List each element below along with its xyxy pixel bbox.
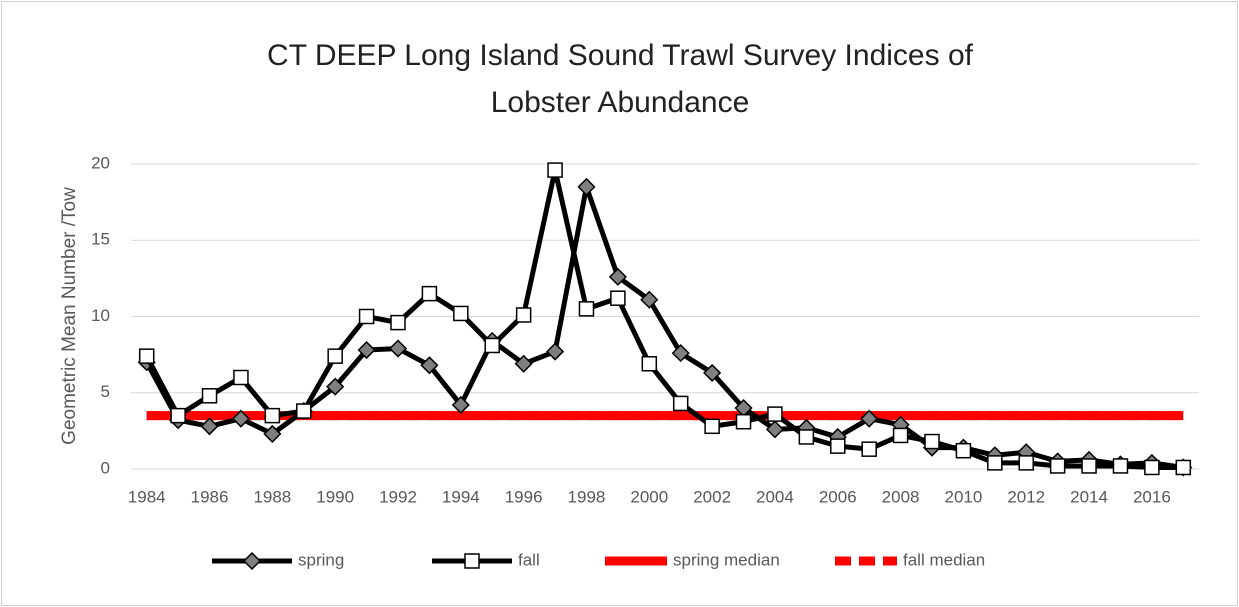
data-point xyxy=(326,377,345,396)
data-point xyxy=(390,314,406,331)
data-point xyxy=(703,363,722,382)
data-point xyxy=(798,429,815,445)
data-point xyxy=(200,417,219,436)
x-tick-label: 1996 xyxy=(505,487,543,506)
x-tick-label: 2016 xyxy=(1133,487,1171,506)
x-tick-label: 1992 xyxy=(379,487,417,506)
data-point xyxy=(327,348,343,364)
data-point xyxy=(641,356,658,372)
data-point xyxy=(830,438,846,454)
data-point xyxy=(547,162,563,178)
y-tick-label: 0 xyxy=(101,458,110,477)
data-point xyxy=(1018,455,1034,471)
data-point xyxy=(955,442,972,459)
x-tick-label: 1994 xyxy=(442,487,480,506)
data-point xyxy=(765,420,785,439)
x-tick-label: 1990 xyxy=(316,487,354,506)
legend-label: spring median xyxy=(673,550,780,569)
x-tick-label: 1988 xyxy=(253,487,291,506)
x-tick-label: 1984 xyxy=(128,487,166,506)
data-point xyxy=(263,424,282,443)
x-tick-label: 2008 xyxy=(882,487,920,506)
x-tick-label: 2000 xyxy=(630,487,668,506)
data-point xyxy=(545,342,565,361)
data-point xyxy=(453,305,469,322)
legend-marker xyxy=(464,553,480,569)
data-point xyxy=(421,285,438,302)
data-point xyxy=(515,307,532,323)
data-point xyxy=(735,413,752,430)
data-point xyxy=(231,409,251,428)
data-point xyxy=(451,395,470,415)
data-point xyxy=(1175,459,1192,476)
legend-marker xyxy=(242,551,262,571)
y-tick-label: 5 xyxy=(101,382,110,401)
data-point xyxy=(357,340,376,360)
data-point xyxy=(233,369,249,386)
data-point xyxy=(860,409,879,428)
legend-label: spring xyxy=(298,550,344,569)
x-tick-label: 2006 xyxy=(819,487,857,506)
y-axis-label: Geometric Mean Number /Tow xyxy=(59,187,80,445)
data-point xyxy=(1081,458,1097,474)
y-tick-label: 10 xyxy=(91,306,110,325)
data-point xyxy=(358,308,375,325)
data-point xyxy=(892,427,909,444)
data-point xyxy=(987,455,1003,471)
x-tick-label: 2012 xyxy=(1007,487,1045,506)
data-point xyxy=(1112,458,1129,474)
data-point xyxy=(201,388,218,404)
data-point xyxy=(577,177,596,196)
data-point xyxy=(484,337,500,354)
x-tick-label: 2014 xyxy=(1070,487,1108,506)
x-tick-label: 2004 xyxy=(756,487,794,506)
data-point xyxy=(608,267,627,286)
y-tick-label: 15 xyxy=(91,230,110,249)
data-point xyxy=(388,339,408,358)
data-point xyxy=(924,433,940,450)
data-point xyxy=(296,403,312,419)
x-tick-label: 2002 xyxy=(693,487,731,506)
data-point xyxy=(767,406,783,422)
legend-label: fall median xyxy=(903,550,985,569)
chart-title: CT DEEP Long Island Sound Trawl Survey I… xyxy=(267,39,973,119)
data-point xyxy=(578,301,595,317)
data-point xyxy=(672,395,689,412)
data-point xyxy=(170,407,186,424)
y-tick-label: 20 xyxy=(91,153,110,172)
data-point xyxy=(671,344,690,363)
series-line xyxy=(144,184,1184,470)
data-point xyxy=(1144,459,1160,476)
data-point xyxy=(514,354,533,373)
x-tick-label: 1998 xyxy=(568,487,606,506)
data-point xyxy=(640,290,659,309)
data-point xyxy=(420,356,439,375)
data-point xyxy=(138,348,155,364)
data-point xyxy=(704,418,720,435)
x-tick-label: 2010 xyxy=(944,487,982,506)
series-line xyxy=(144,167,1184,470)
data-point xyxy=(1049,458,1066,474)
data-point xyxy=(861,441,877,457)
data-point xyxy=(264,407,281,424)
legend-label: fall xyxy=(518,550,540,569)
x-tick-label: 1986 xyxy=(191,487,229,506)
data-point xyxy=(610,290,626,306)
